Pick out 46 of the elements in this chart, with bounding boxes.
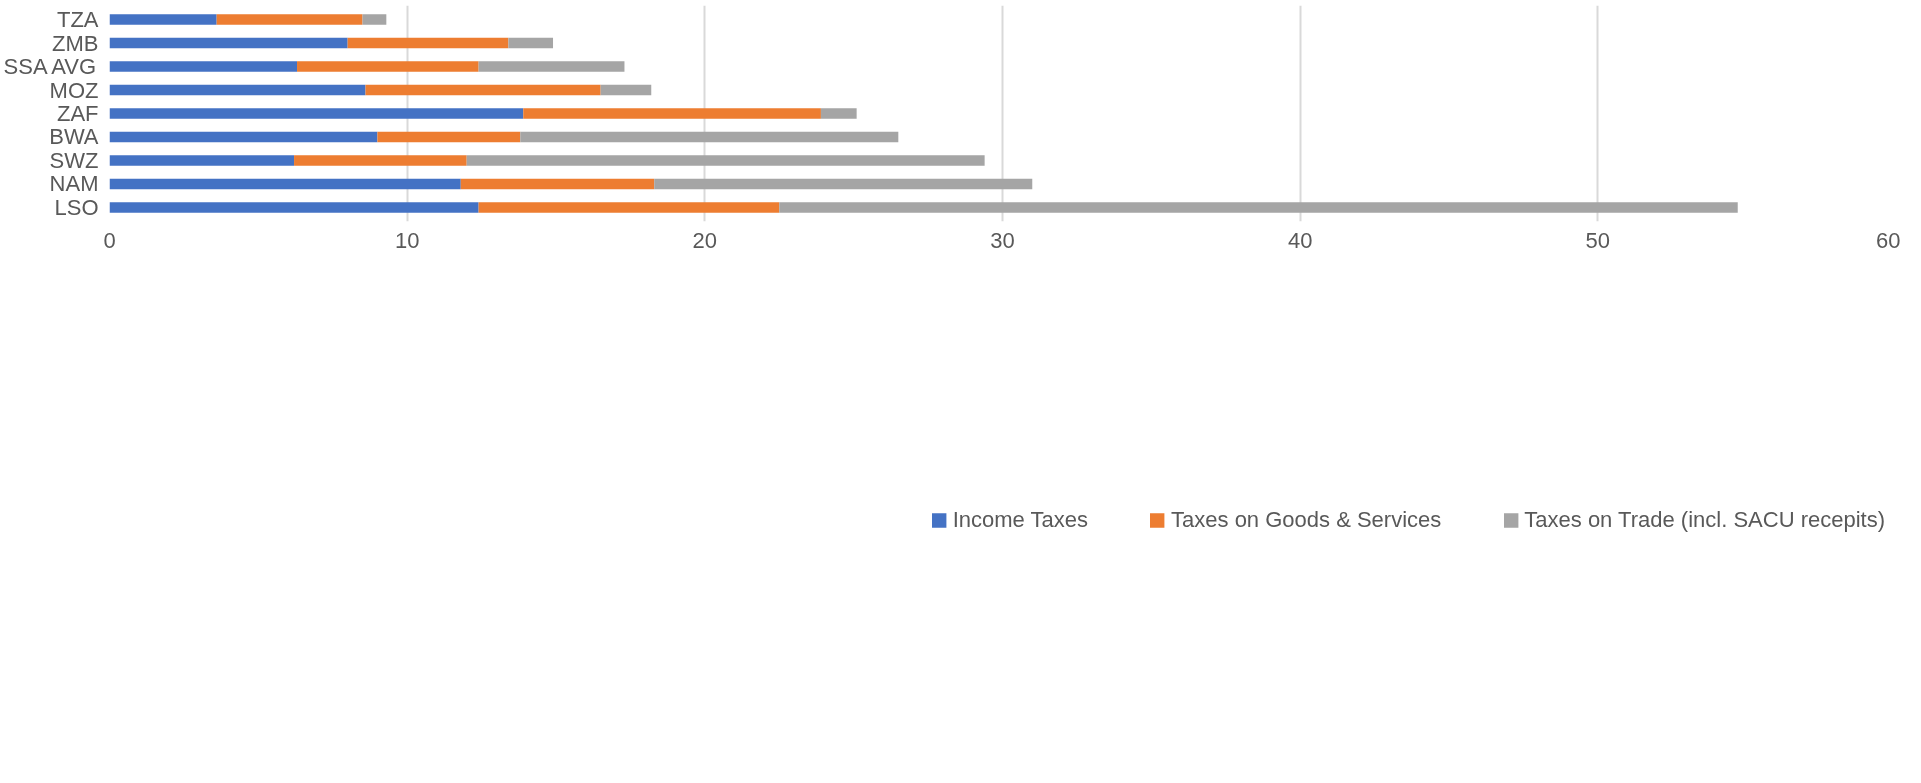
x-tick-label: 50 [1585,227,1611,253]
bar [109,108,524,119]
x-tick-label: 20 [692,227,718,253]
bar [362,14,387,25]
y-tick-label: TZA [56,7,99,33]
bar [365,84,601,96]
bar [109,155,295,166]
x-tick-label: 0 [103,227,116,253]
bar [109,61,298,72]
bar [109,14,217,25]
bar [294,155,467,166]
bar [297,61,479,72]
bar [460,178,655,190]
bar [109,131,378,143]
bar [109,37,348,49]
bar [600,84,652,96]
y-tick-label: ZMB [52,30,99,56]
y-tick-label: MOZ [49,77,99,103]
y-tick-label: SWZ [49,147,99,173]
bar [109,202,479,213]
bar [520,131,899,143]
legend-label: Income Taxes [952,507,1089,533]
legend-label: Taxes on Trade (incl. SACU recepits) [1524,507,1885,533]
y-tick-label: SSA AVG [3,54,97,80]
bar [478,61,625,72]
bar [654,178,1033,190]
y-tick-label: NAM [49,171,99,197]
bar [478,202,780,213]
x-tick-label: 40 [1287,227,1313,253]
x-tick-label: 30 [990,227,1015,253]
bar [377,131,521,143]
bar [109,178,461,190]
y-tick-label: ZAF [56,101,99,126]
y-tick-label: BWA [49,124,99,150]
bar [347,37,509,49]
x-tick-label: 60 [1876,227,1901,253]
bar [109,84,366,96]
bar [508,37,554,49]
y-tick-label: LSO [54,194,99,220]
bar [779,202,1738,213]
legend-label: Taxes on Goods & Services [1171,507,1442,533]
bar [820,108,857,119]
x-tick-label: 10 [394,227,420,253]
bar [466,155,985,166]
bar [523,108,821,119]
bar [216,14,363,25]
